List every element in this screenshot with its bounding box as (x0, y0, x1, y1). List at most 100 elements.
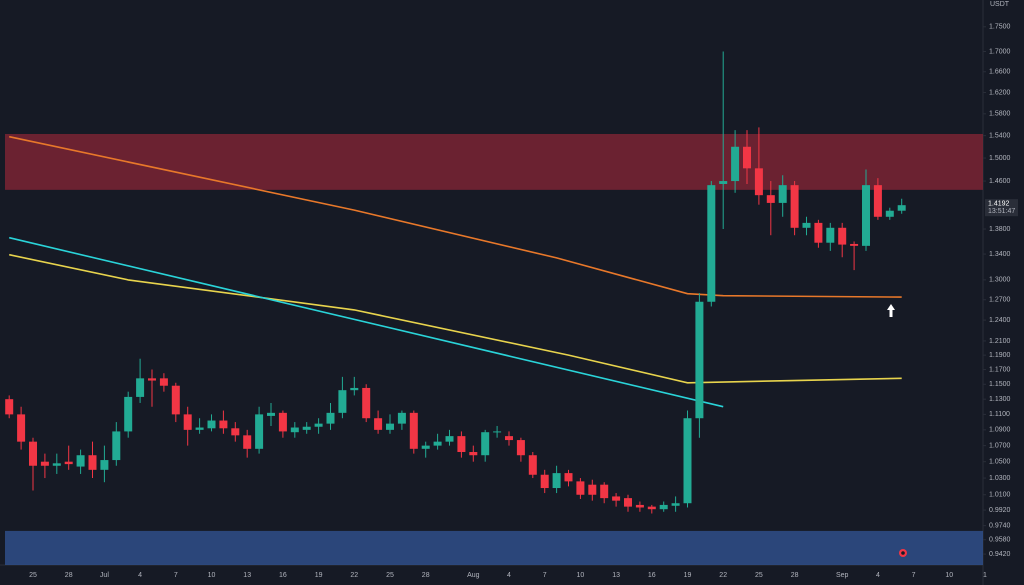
x-tick-label: 10 (577, 572, 585, 579)
candle-body (600, 484, 609, 499)
y-tick-label: 1.1500 (989, 381, 1011, 388)
x-tick-label: 4 (876, 572, 880, 579)
candle-body (564, 473, 573, 482)
zone (5, 530, 983, 565)
candle-body (505, 436, 513, 441)
candle-body (445, 436, 454, 442)
candle-body (219, 420, 228, 429)
x-tick-label: Aug (467, 572, 480, 579)
x-tick-label: Jul (100, 572, 109, 579)
y-tick-label: 1.5400 (989, 132, 1011, 139)
candle-body (386, 423, 394, 430)
candle-body (754, 168, 763, 196)
candle-body (671, 503, 680, 506)
candle-body (850, 243, 859, 246)
candle-body (148, 378, 156, 381)
candle-body (40, 461, 49, 466)
indicator-line (9, 236, 724, 408)
candle-body (17, 414, 26, 442)
candle-body (112, 431, 121, 461)
candle-body (171, 385, 180, 415)
candle-body (100, 460, 109, 470)
y-tick-label: 0.9920 (989, 507, 1011, 514)
plot: 1.7500 1.7000 1.6600 1.6200 1.5800 1.5400 1.50… (5, 24, 1018, 579)
candle-body (338, 390, 347, 413)
candle-body (278, 412, 287, 432)
currency-label: USDT (990, 1, 1010, 8)
candle-body (374, 418, 383, 430)
candle-body (64, 461, 73, 465)
candle-body (207, 420, 216, 429)
candle-body (29, 441, 37, 466)
candle-body (255, 414, 264, 449)
candle-body (826, 227, 835, 243)
x-tick-label: 25 (386, 572, 394, 579)
candle-body (743, 146, 751, 169)
candle-body (885, 210, 894, 217)
x-tick-label: 25 (29, 572, 37, 579)
candle-body (52, 463, 61, 466)
x-tick-label: 22 (350, 572, 358, 579)
candle-body (159, 378, 168, 386)
y-tick-label: 1.0300 (989, 475, 1011, 482)
candle-body (731, 146, 740, 182)
candle-body (124, 396, 133, 432)
y-tick-label: 1.4600 (989, 178, 1011, 185)
candle-body (136, 378, 145, 397)
y-tick-label: 1.1700 (989, 366, 1011, 373)
candle-body (326, 412, 335, 424)
candle-body (635, 504, 644, 508)
arrow-icon (887, 304, 895, 317)
y-tick-label: 1.5000 (989, 155, 1011, 162)
y-tick-label: 1.0100 (989, 492, 1011, 499)
y-tick-label: 1.6600 (989, 69, 1011, 76)
alert-icon-center (901, 551, 905, 555)
candle-body (873, 185, 882, 217)
candle-body (647, 506, 656, 510)
candle-body (802, 222, 811, 228)
last-price-label: 1.4192 (988, 201, 1010, 208)
y-tick-label: 1.2100 (989, 338, 1011, 345)
candle-body (814, 222, 823, 243)
y-tick-label: 1.1300 (989, 396, 1011, 403)
candle-body (540, 474, 549, 489)
x-tick-label: 25 (755, 572, 763, 579)
candle-body (493, 431, 502, 433)
y-tick-label: 0.9420 (989, 551, 1011, 558)
candle-body (421, 445, 430, 449)
y-tick-label: 1.5800 (989, 111, 1011, 118)
candle-body (659, 504, 668, 510)
y-tick-label: 1.1900 (989, 352, 1011, 359)
candle-body (314, 423, 323, 427)
x-tick-label: 7 (912, 572, 916, 579)
x-tick-label: 1 (983, 572, 987, 579)
x-tick-label: 13 (243, 572, 251, 579)
x-tick-label: 7 (543, 572, 547, 579)
candle-body (481, 432, 490, 456)
candle-body (76, 455, 85, 467)
candle-body (683, 418, 692, 504)
zone (5, 133, 983, 190)
y-tick-label: 1.3800 (989, 226, 1011, 233)
indicator-line (9, 253, 902, 384)
y-tick-label: 1.0700 (989, 442, 1011, 449)
candle-body (624, 498, 632, 507)
y-tick-label: 1.0900 (989, 427, 1011, 434)
candle-body (195, 427, 204, 430)
y-tick-label: 1.3400 (989, 251, 1011, 258)
candle-body (290, 427, 299, 433)
y-tick-label: 0.9740 (989, 522, 1011, 529)
candle-body (588, 484, 597, 495)
candle-body (243, 435, 252, 449)
candle-body (838, 227, 847, 245)
y-tick-label: 1.1100 (989, 411, 1010, 418)
x-tick-label: 4 (138, 572, 142, 579)
candle-body (516, 440, 525, 456)
y-tick-label: 1.2700 (989, 297, 1011, 304)
x-tick-label: 16 (648, 572, 656, 579)
last-price-box (985, 199, 1018, 217)
x-tick-label: 10 (208, 572, 216, 579)
candle-body (707, 185, 716, 302)
candle-body (528, 455, 537, 475)
indicator-line (9, 135, 902, 298)
